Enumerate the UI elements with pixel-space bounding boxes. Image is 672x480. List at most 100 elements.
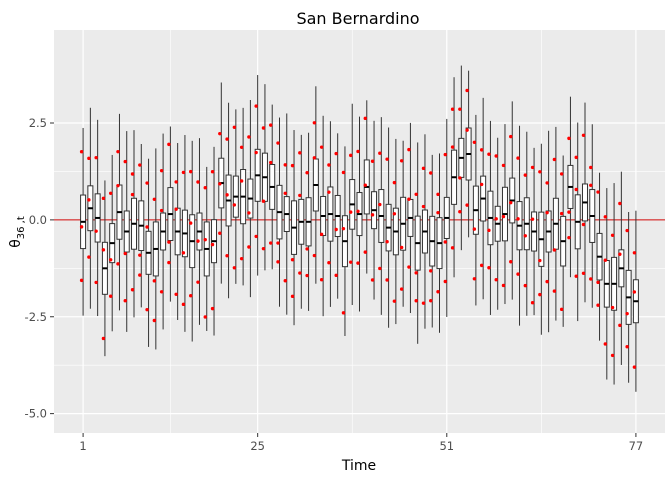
posterior-point — [203, 315, 207, 319]
posterior-point — [581, 271, 586, 275]
posterior-point — [305, 170, 309, 175]
posterior-point — [589, 277, 593, 281]
posterior-point — [232, 125, 237, 129]
box-group — [349, 103, 356, 306]
box-group — [305, 132, 312, 311]
posterior-point — [436, 290, 440, 294]
box-group — [203, 166, 210, 331]
posterior-point — [203, 186, 207, 190]
posterior-point — [479, 148, 484, 152]
posterior-point — [596, 190, 600, 194]
posterior-point — [130, 172, 135, 176]
posterior-point — [596, 280, 600, 285]
posterior-point — [341, 170, 346, 175]
posterior-point — [414, 192, 418, 196]
posterior-point — [298, 271, 302, 275]
posterior-point — [283, 191, 287, 195]
posterior-point — [298, 151, 302, 155]
posterior-point — [574, 274, 578, 278]
box-group — [378, 117, 385, 315]
posterior-point — [210, 242, 215, 247]
posterior-point — [538, 258, 542, 263]
posterior-point — [370, 278, 375, 282]
posterior-point — [181, 170, 186, 175]
posterior-point — [589, 183, 593, 187]
posterior-point — [145, 307, 149, 312]
posterior-point — [370, 213, 375, 217]
posterior-point — [327, 190, 331, 194]
posterior-point — [399, 159, 404, 163]
box-group — [545, 130, 552, 333]
box-group — [530, 147, 538, 316]
posterior-point — [174, 292, 178, 297]
box-group — [123, 131, 130, 332]
box-group — [189, 140, 196, 342]
posterior-point — [567, 235, 571, 240]
box-group — [501, 124, 508, 305]
box-group — [232, 109, 239, 284]
posterior-point — [87, 156, 91, 161]
posterior-point — [283, 279, 287, 283]
posterior-point — [130, 192, 135, 197]
posterior-point — [276, 241, 280, 245]
posterior-point — [196, 180, 200, 184]
box-group — [79, 127, 87, 316]
posterior-point — [509, 134, 513, 139]
posterior-point — [312, 156, 317, 160]
posterior-point — [363, 183, 367, 187]
box-group — [458, 65, 465, 251]
posterior-point — [509, 200, 513, 205]
posterior-point — [210, 306, 215, 311]
posterior-point — [159, 168, 164, 173]
posterior-point — [225, 193, 229, 197]
box-group — [559, 155, 567, 327]
posterior-point — [392, 299, 397, 303]
y-axis-label-base: θ — [8, 239, 24, 248]
posterior-point — [232, 203, 237, 207]
posterior-point — [167, 260, 171, 265]
x-axis-label: Time — [341, 458, 376, 474]
posterior-point — [276, 141, 280, 145]
posterior-point — [167, 240, 171, 244]
posterior-point — [167, 142, 171, 147]
box-group — [429, 154, 436, 328]
box-group — [247, 99, 254, 298]
posterior-point — [559, 307, 564, 312]
posterior-point — [596, 303, 600, 307]
box-group — [101, 180, 108, 357]
posterior-point — [174, 207, 178, 211]
posterior-point — [523, 234, 527, 238]
posterior-point — [239, 256, 244, 261]
posterior-point — [581, 133, 586, 137]
box-group — [407, 122, 414, 313]
posterior-point — [239, 145, 244, 149]
box-group — [290, 130, 298, 326]
posterior-point — [145, 225, 149, 229]
box-group — [152, 148, 159, 350]
posterior-point — [363, 116, 367, 121]
posterior-point — [261, 246, 266, 251]
box-group — [516, 125, 523, 326]
posterior-point — [465, 128, 469, 132]
posterior-point — [108, 258, 113, 262]
posterior-point — [443, 152, 447, 157]
posterior-point — [159, 208, 164, 213]
box-group — [632, 210, 639, 392]
posterior-point — [407, 265, 411, 269]
posterior-point — [414, 271, 418, 275]
posterior-point — [261, 199, 266, 203]
posterior-point — [487, 228, 491, 233]
posterior-point — [327, 163, 331, 167]
posterior-point — [509, 260, 513, 264]
posterior-point — [465, 203, 469, 207]
box-group — [567, 96, 574, 278]
posterior-point — [356, 149, 360, 154]
posterior-point — [429, 298, 433, 303]
y-axis-label-subscript: 36 ,t — [16, 216, 27, 239]
posterior-point — [334, 151, 338, 156]
posterior-point — [138, 273, 142, 277]
posterior-point — [101, 336, 106, 341]
posterior-point — [254, 234, 258, 239]
box-group — [319, 115, 327, 317]
box-group — [538, 143, 545, 335]
